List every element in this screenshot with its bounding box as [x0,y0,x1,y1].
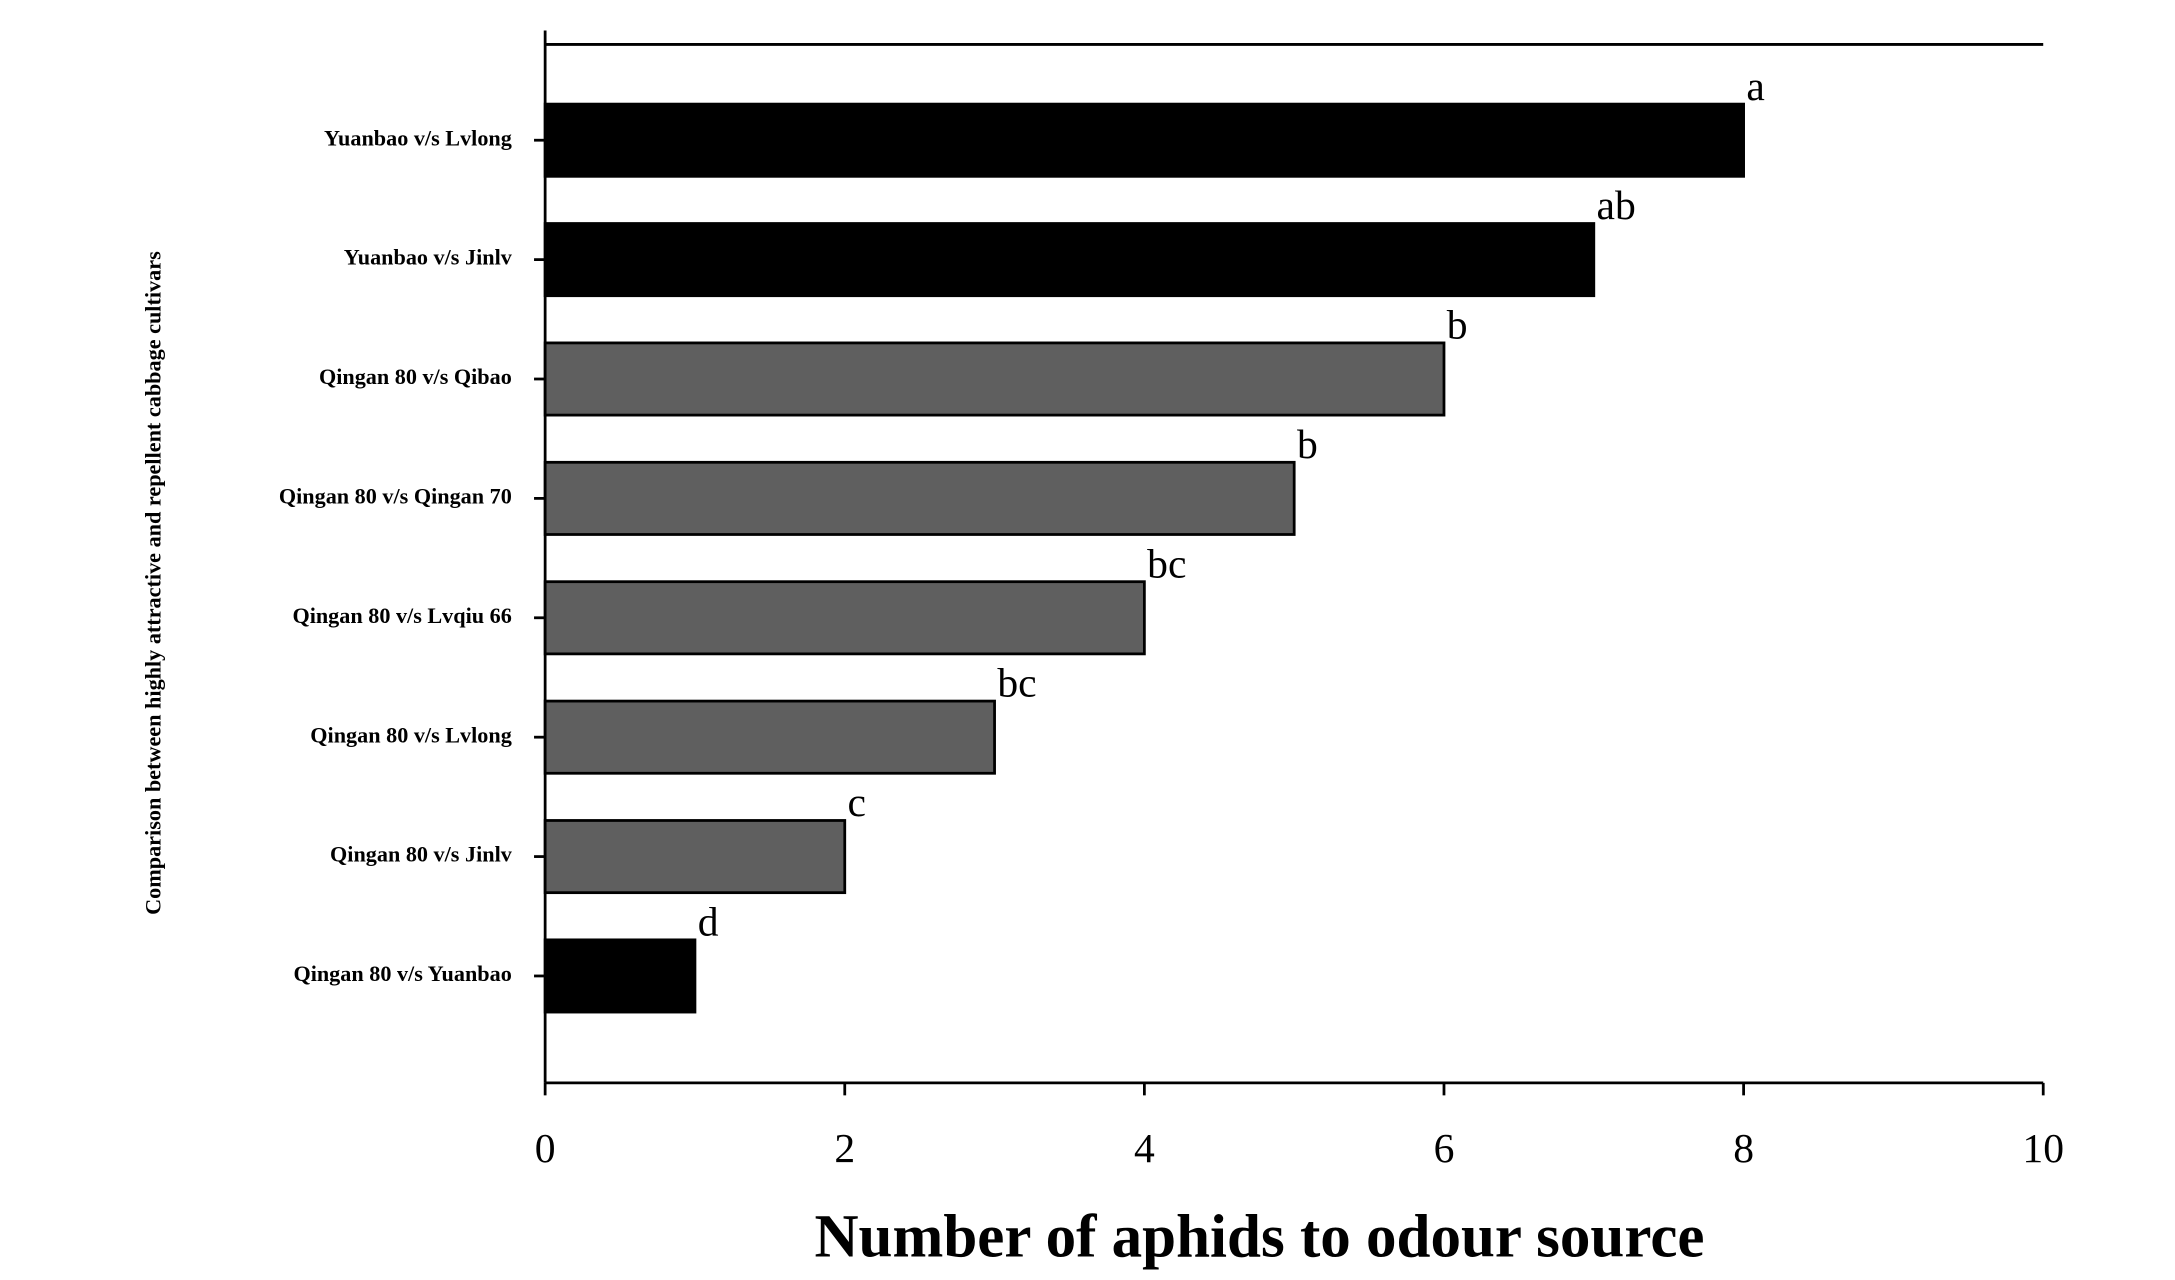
x-tick-label: 2 [834,1126,855,1172]
bar [543,580,1146,656]
y-axis-title: Comparison between highly attractive and… [140,251,165,915]
y-tick-label: Qingan 80 v/s Lvqiu 66 [292,603,511,628]
y-tick-label: Yuanbao v/s Jinlv [344,245,513,270]
bar [543,460,1296,536]
x-axis-title: Number of aphids to odour source [814,1204,1704,1271]
x-tick-label: 10 [2022,1126,2064,1172]
bar [543,699,996,775]
y-tick-label: Qingan 80 v/s Qibao [319,364,512,389]
bar-annotation: ab [1597,183,1636,229]
bar [543,938,697,1014]
x-tick-label: 8 [1733,1126,1754,1172]
bar-annotation: bc [1147,541,1186,587]
bar [543,341,1446,417]
bar-annotation: b [1447,303,1468,349]
bar-annotation: bc [997,661,1036,707]
y-tick-label: Qingan 80 v/s Lvlong [310,722,512,747]
x-tick-label: 4 [1134,1126,1155,1172]
bar [543,102,1745,178]
bar [543,819,847,895]
y-tick-label: Qingan 80 v/s Qingan 70 [279,483,512,508]
y-tick-label: Qingan 80 v/s Yuanbao [293,961,511,986]
bar-annotation: a [1746,64,1764,110]
bar-annotation: b [1297,422,1318,468]
y-tick-label: Qingan 80 v/s Jinlv [330,842,513,867]
bar [543,222,1596,298]
bar-annotation: d [698,900,719,946]
x-tick-label: 6 [1434,1126,1455,1172]
bar-annotation: c [848,780,866,826]
y-tick-label: Yuanbao v/s Lvlong [324,125,512,150]
x-tick-label: 0 [535,1126,556,1172]
